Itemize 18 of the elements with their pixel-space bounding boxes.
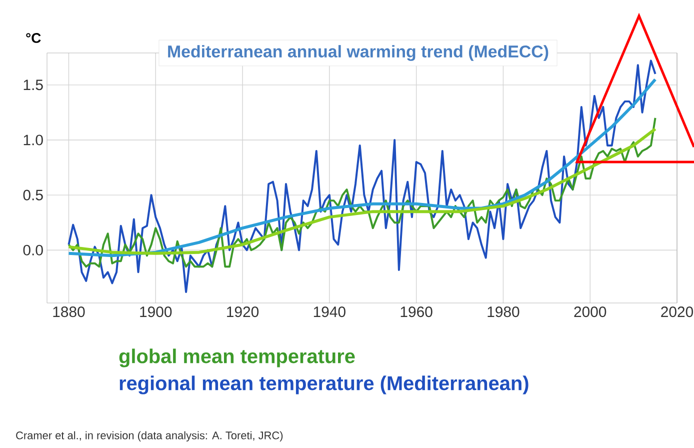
text: global mean temperature: [119, 348, 355, 368]
y-tick-label: 0.0: [23, 244, 43, 256]
y-tick-label: 1.0: [24, 134, 43, 146]
chart-title: Mediterranean annual warming trend (MedECC): [168, 45, 548, 61]
text: Cramer et al., in revision (data analysis: A. Toreti, JRC): [16, 431, 283, 442]
x-tick-label: 1900: [140, 306, 172, 318]
x-tick-label: 1940: [314, 306, 346, 318]
y-tick-label: 1.5: [24, 80, 43, 90]
x-tick-label: 1880: [53, 306, 85, 318]
y-tick-label: 0.5: [23, 190, 43, 200]
y-axis-title: °C: [26, 33, 41, 43]
line-series: [67, 78, 657, 258]
x-tick-label: 1980: [488, 306, 520, 318]
x-tick-label: 1920: [227, 306, 259, 318]
x-tick-label: 2000: [574, 306, 606, 318]
text: regional mean temperature (Mediterranean): [120, 376, 528, 394]
x-tick-label: 1960: [400, 306, 432, 318]
x-tick-label: 2020: [661, 306, 694, 318]
